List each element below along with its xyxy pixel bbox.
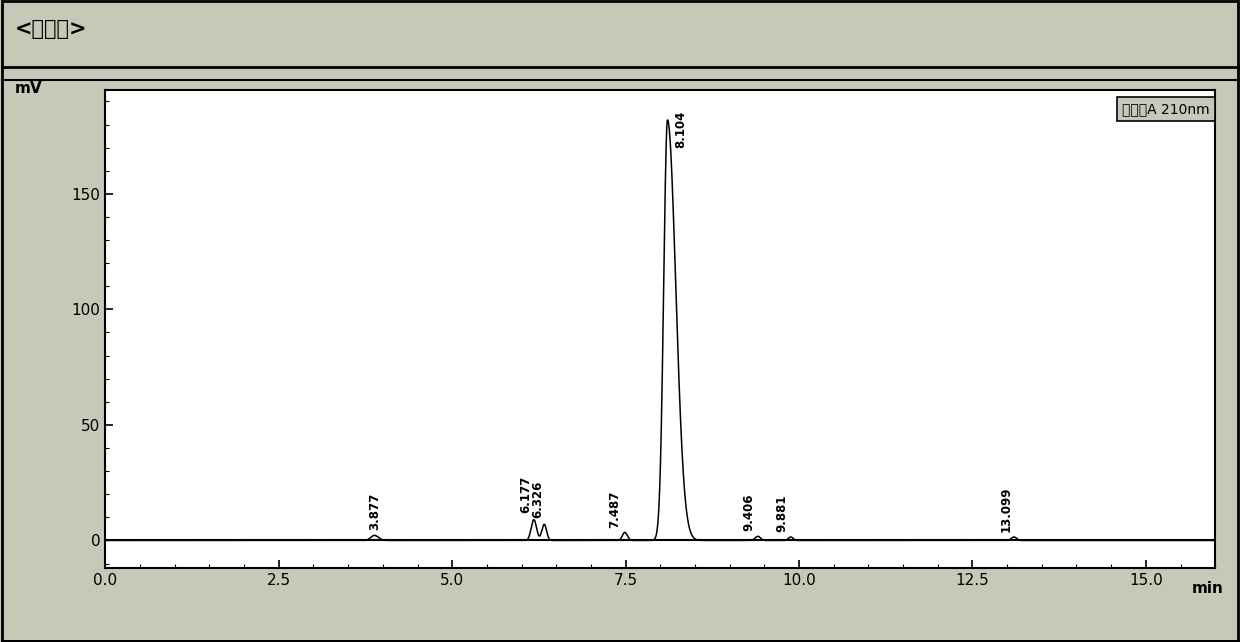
Text: 6.177: 6.177: [520, 476, 532, 513]
Text: 6.326: 6.326: [532, 481, 544, 519]
Text: <色谱图>: <色谱图>: [15, 19, 87, 39]
Text: 9.406: 9.406: [743, 494, 755, 531]
Text: 3.877: 3.877: [368, 493, 381, 530]
Text: 13.099: 13.099: [999, 487, 1012, 532]
Text: 7.487: 7.487: [609, 490, 621, 528]
Text: 检测器A 210nm: 检测器A 210nm: [1122, 102, 1210, 116]
Text: 8.104: 8.104: [675, 110, 688, 148]
Text: 9.881: 9.881: [775, 495, 789, 532]
Text: min: min: [1192, 581, 1224, 596]
Text: mV: mV: [15, 81, 42, 96]
